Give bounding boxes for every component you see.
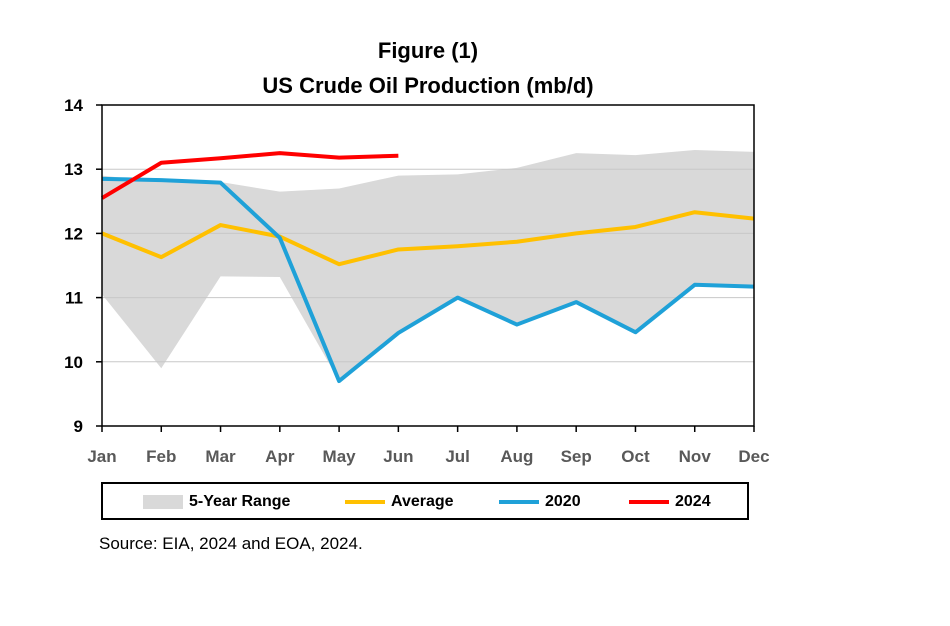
gridlines xyxy=(102,168,754,363)
plot-frame xyxy=(101,104,755,427)
legend-label-range: 5-Year Range xyxy=(189,493,291,510)
x-tick-label-sep: Sep xyxy=(561,447,592,466)
series-layer xyxy=(100,151,755,384)
chart-title-line2: US Crude Oil Production (mb/d) xyxy=(262,73,594,98)
axes xyxy=(96,104,755,432)
y-tick-label-13: 13 xyxy=(64,160,83,179)
legend-item-average: Average xyxy=(345,484,454,520)
tick-labels: 9 10 11 12 13 14 Jan Feb Mar Apr May Jun Jul Aug Sep Oc… xyxy=(64,96,770,466)
legend-item-2020: 2020 xyxy=(499,484,581,520)
x-tick-label-oct: Oct xyxy=(621,447,650,466)
series-line-2020 xyxy=(101,176,755,384)
legend-item-range: 5-Year Range xyxy=(143,484,290,520)
y-tick-label-14: 14 xyxy=(64,96,83,115)
y-tick-label-9: 9 xyxy=(74,417,83,436)
x-tick-label-nov: Nov xyxy=(679,447,712,466)
y-tick-label-10: 10 xyxy=(64,353,83,372)
legend-label-2024: 2024 xyxy=(675,493,711,510)
legend-label-2020: 2020 xyxy=(545,493,581,510)
range-band xyxy=(102,149,754,382)
x-tick-label-aug: Aug xyxy=(500,447,533,466)
x-tick-label-jun: Jun xyxy=(383,447,413,466)
x-tick-label-jul: Jul xyxy=(445,447,470,466)
range-band-layer xyxy=(102,149,754,382)
x-tick-label-mar: Mar xyxy=(205,447,236,466)
legend: 5-Year Range Average 2020 2024 xyxy=(101,482,749,520)
legend-swatch-average xyxy=(345,500,385,504)
x-tick-label-jan: Jan xyxy=(87,447,116,466)
x-tick-label-apr: Apr xyxy=(265,447,295,466)
x-tick-label-feb: Feb xyxy=(146,447,176,466)
source-note: Source: EIA, 2024 and EOA, 2024. xyxy=(99,534,363,553)
y-tick-label-12: 12 xyxy=(64,224,83,243)
legend-swatch-range xyxy=(143,495,183,509)
y-tick-label-11: 11 xyxy=(65,289,83,308)
legend-item-2024: 2024 xyxy=(629,484,711,520)
x-tick-label-may: May xyxy=(323,447,357,466)
series-line-2024 xyxy=(100,151,399,200)
chart-title-line1: Figure (1) xyxy=(377,38,479,63)
legend-swatch-2024 xyxy=(629,500,669,504)
x-tick-label-dec: Dec xyxy=(738,447,769,466)
legend-swatch-2020 xyxy=(499,500,539,504)
legend-label-average: Average xyxy=(391,493,454,510)
series-line-average xyxy=(101,210,755,267)
